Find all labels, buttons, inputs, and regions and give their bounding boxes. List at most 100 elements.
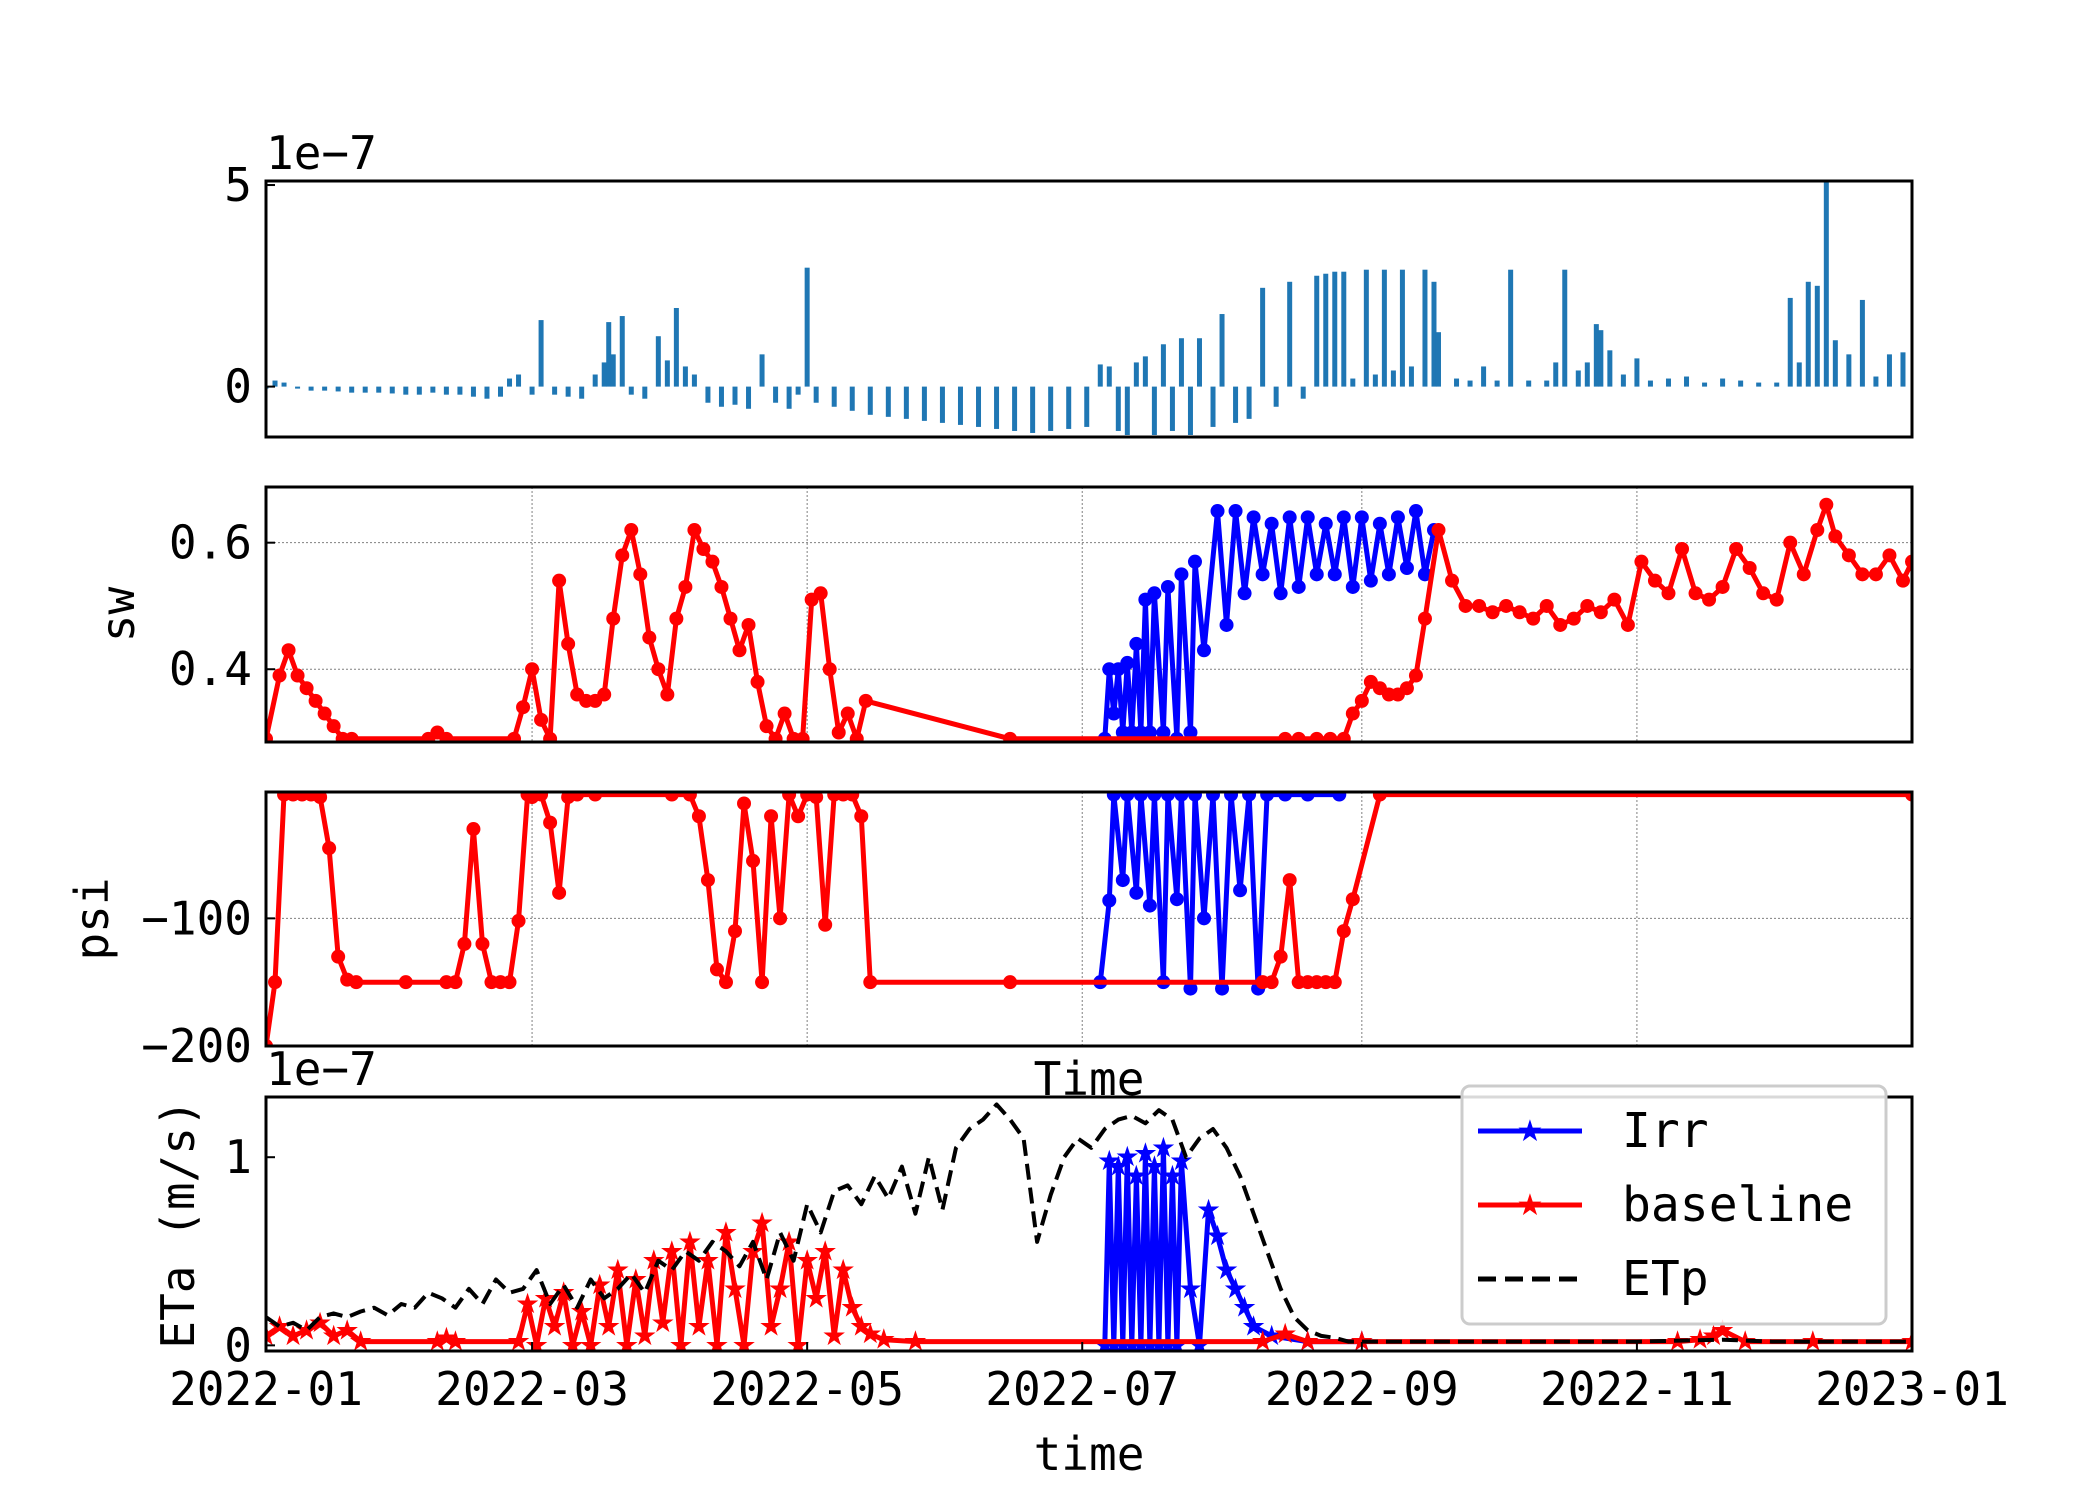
- data-point: [1905, 554, 1912, 569]
- data-point: [615, 548, 630, 563]
- bar: [601, 362, 607, 387]
- bar: [628, 386, 634, 395]
- bar: [1381, 269, 1387, 387]
- bar: [867, 386, 873, 415]
- bar: [759, 354, 765, 387]
- star-marker: ★: [1142, 1150, 1167, 1183]
- bar: [1886, 354, 1892, 387]
- data-point: [1282, 510, 1297, 525]
- bar: [322, 386, 328, 391]
- data-point: [1255, 567, 1270, 582]
- data-point: [1841, 548, 1856, 563]
- star-marker: ★: [795, 1244, 820, 1277]
- bar: [1454, 378, 1460, 387]
- star-marker: ★: [560, 1328, 585, 1361]
- bar: [1012, 386, 1018, 431]
- star-marker: ★: [596, 1310, 621, 1343]
- bar: [664, 360, 670, 387]
- data-point: [822, 662, 837, 677]
- data-point: [534, 792, 549, 802]
- data-point: [1715, 579, 1730, 594]
- bar: [1219, 314, 1225, 387]
- data-point: [818, 917, 833, 932]
- bar: [1422, 269, 1428, 387]
- data-point: [272, 668, 287, 683]
- panel-1: [264, 179, 1914, 439]
- star-marker: ★: [650, 1306, 675, 1339]
- data-point: [831, 725, 846, 740]
- data-point: [682, 792, 697, 802]
- bar: [1399, 269, 1405, 387]
- data-point: [1228, 504, 1243, 519]
- y-tick-label: 0: [224, 360, 252, 414]
- data-point: [1810, 523, 1825, 538]
- bar: [849, 386, 855, 411]
- bar: [786, 386, 792, 409]
- data-point: [660, 687, 675, 702]
- star-marker: ★: [1133, 1136, 1158, 1169]
- bar: [1106, 366, 1112, 387]
- data-point: [723, 611, 738, 626]
- bar: [1435, 332, 1441, 387]
- data-point: [1868, 567, 1883, 582]
- data-point: [642, 630, 657, 645]
- data-point: [1327, 567, 1342, 582]
- bar: [1300, 386, 1306, 399]
- star-marker: ★: [871, 1323, 896, 1356]
- bar: [1246, 386, 1252, 419]
- data-point: [606, 611, 621, 626]
- bar: [655, 336, 661, 387]
- data-point: [1445, 573, 1460, 588]
- bar: [1048, 386, 1054, 431]
- bar: [1553, 362, 1559, 387]
- data-point: [1634, 554, 1649, 569]
- data-point: [1147, 792, 1162, 802]
- data-point: [1273, 949, 1288, 964]
- star-marker: ★: [1160, 1159, 1185, 1192]
- star-marker: ★: [1232, 1291, 1257, 1324]
- bar: [430, 386, 436, 393]
- data-point: [795, 731, 810, 742]
- bar: [804, 267, 810, 387]
- data-point: [349, 975, 364, 990]
- data-point: [543, 731, 558, 742]
- data-point: [768, 731, 783, 742]
- data-point: [1336, 924, 1351, 939]
- data-point: [732, 643, 747, 658]
- bar: [1787, 297, 1793, 387]
- bar: [1350, 378, 1356, 387]
- data-point: [1183, 981, 1198, 996]
- bar: [813, 386, 819, 403]
- star-marker: ★: [1687, 1323, 1712, 1356]
- data-point: [840, 706, 855, 721]
- series-line-irr: [1102, 1145, 1362, 1348]
- data-point: [281, 643, 296, 658]
- bar: [579, 386, 585, 399]
- x-tick-label: 2022-05: [710, 1362, 904, 1416]
- data-point: [1895, 573, 1910, 588]
- bar: [1774, 382, 1780, 387]
- data-point: [1233, 883, 1248, 898]
- star-marker: ★: [668, 1328, 693, 1361]
- bar: [1805, 281, 1811, 387]
- data-point: [1120, 792, 1135, 802]
- star-marker: ★: [1205, 1219, 1230, 1252]
- panel-3: [264, 790, 1914, 1048]
- data-point: [1219, 617, 1234, 632]
- data-point: [709, 962, 724, 977]
- bar: [1390, 370, 1396, 387]
- data-point: [1260, 792, 1275, 802]
- bar: [1544, 380, 1550, 387]
- data-point: [1174, 567, 1189, 582]
- data-point: [1855, 567, 1870, 582]
- data-point: [588, 792, 603, 802]
- bar: [470, 386, 476, 397]
- data-point: [507, 731, 522, 742]
- y-tick-label: −200: [141, 1019, 252, 1073]
- bar: [1030, 386, 1036, 433]
- data-point: [1187, 792, 1202, 802]
- bar: [1900, 352, 1906, 387]
- bar: [1233, 386, 1239, 423]
- data-point: [1408, 504, 1423, 519]
- y-tick-label: 0: [224, 1318, 252, 1372]
